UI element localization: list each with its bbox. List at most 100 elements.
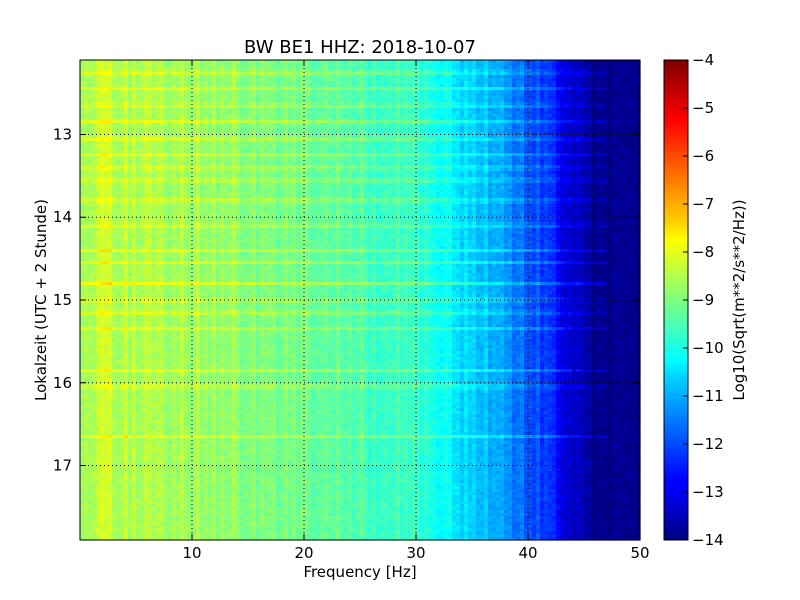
spectrogram-cell [116,105,121,109]
spectrogram-cell [140,108,145,112]
spectrogram-cell [84,93,89,97]
spectrogram-cell [200,81,205,85]
spectrogram-cell [496,120,501,124]
spectrogram-cell [376,66,381,70]
spectrogram-cell [492,120,497,124]
spectrogram-cell [188,90,193,94]
spectrogram-cell [604,90,609,94]
spectrogram-cell [124,78,129,82]
spectrogram-cell [252,75,257,79]
spectrogram-cell [456,84,461,88]
spectrogram-cell [544,75,549,79]
spectrogram-cell [132,114,137,118]
spectrogram-cell [492,72,497,76]
spectrogram-cell [212,111,217,115]
spectrogram-cell [564,126,569,130]
spectrogram-cell [308,75,313,79]
spectrogram-cell [224,69,229,73]
spectrogram-cell [604,123,609,127]
spectrogram-cell [308,114,313,118]
spectrogram-cell [572,105,577,109]
spectrogram-cell [348,111,353,115]
spectrogram-cell [132,126,137,130]
spectrogram-cell [236,81,241,85]
spectrogram-cell [96,75,101,79]
spectrogram-cell [368,78,373,82]
spectrogram-cell [256,63,261,67]
spectrogram-cell [608,123,613,127]
spectrogram-cell [296,120,301,124]
spectrogram-cell [128,108,133,112]
spectrogram-cell [276,129,281,133]
spectrogram-cell [436,96,441,100]
spectrogram-cell [92,123,97,127]
spectrogram-cell [600,117,605,121]
spectrogram-cell [352,66,357,70]
spectrogram-cell [216,108,221,112]
spectrogram-cell [372,66,377,70]
spectrogram-cell [100,114,105,118]
spectrogram-cell [452,72,457,76]
spectrogram-cell [372,102,377,106]
spectrogram-cell [472,93,477,97]
spectrogram-cell [160,78,165,82]
spectrogram-cell [144,99,149,103]
spectrogram-cell [224,111,229,115]
spectrogram-cell [424,75,429,79]
spectrogram-cell [548,96,553,100]
spectrogram-cell [596,123,601,127]
spectrogram-cell [288,63,293,67]
spectrogram-cell [532,96,537,100]
spectrogram-cell [216,75,221,79]
spectrogram-cell [496,105,501,109]
spectrogram-cell [140,81,145,85]
spectrogram-cell [592,78,597,82]
spectrogram-cell [396,75,401,79]
spectrogram-cell [260,78,265,82]
spectrogram-cell [404,126,409,130]
spectrogram-cell [604,99,609,103]
spectrogram-cell [384,87,389,91]
spectrogram-cell [160,66,165,70]
spectrogram-cell [136,93,141,97]
spectrogram-cell [228,126,233,130]
spectrogram-cell [364,105,369,109]
spectrogram-cell [144,81,149,85]
spectrogram-cell [84,84,89,88]
spectrogram-cell [580,72,585,76]
spectrogram-cell [504,60,509,64]
spectrogram-cell [456,81,461,85]
spectrogram-cell [516,102,521,106]
spectrogram-cell [464,87,469,91]
spectrogram-cell [540,90,545,94]
spectrogram-cell [412,63,417,67]
spectrogram-cell [596,90,601,94]
spectrogram-cell [280,63,285,67]
spectrogram-cell [380,126,385,130]
spectrogram-cell [464,105,469,109]
spectrogram-cell [148,99,153,103]
spectrogram-cell [428,87,433,91]
spectrogram-cell [520,84,525,88]
spectrogram-cell [284,87,289,91]
spectrogram-cell [288,75,293,79]
spectrogram-cell [552,99,557,103]
spectrogram-cell [288,90,293,94]
spectrogram-cell [524,108,529,112]
spectrogram-cell [324,108,329,112]
spectrogram-cell [364,90,369,94]
spectrogram-cell [436,120,441,124]
spectrogram-cell [340,111,345,115]
spectrogram-cell [120,105,125,109]
spectrogram-cell [96,60,101,64]
spectrogram-cell [452,96,457,100]
spectrogram-cell [380,108,385,112]
spectrogram-cell [252,72,257,76]
spectrogram-cell [468,72,473,76]
spectrogram-cell [604,69,609,73]
spectrogram-cell [112,87,117,91]
spectrogram-cell [636,93,641,97]
spectrogram-cell [272,90,277,94]
spectrogram-cell [168,66,173,70]
spectrogram-cell [128,105,133,109]
